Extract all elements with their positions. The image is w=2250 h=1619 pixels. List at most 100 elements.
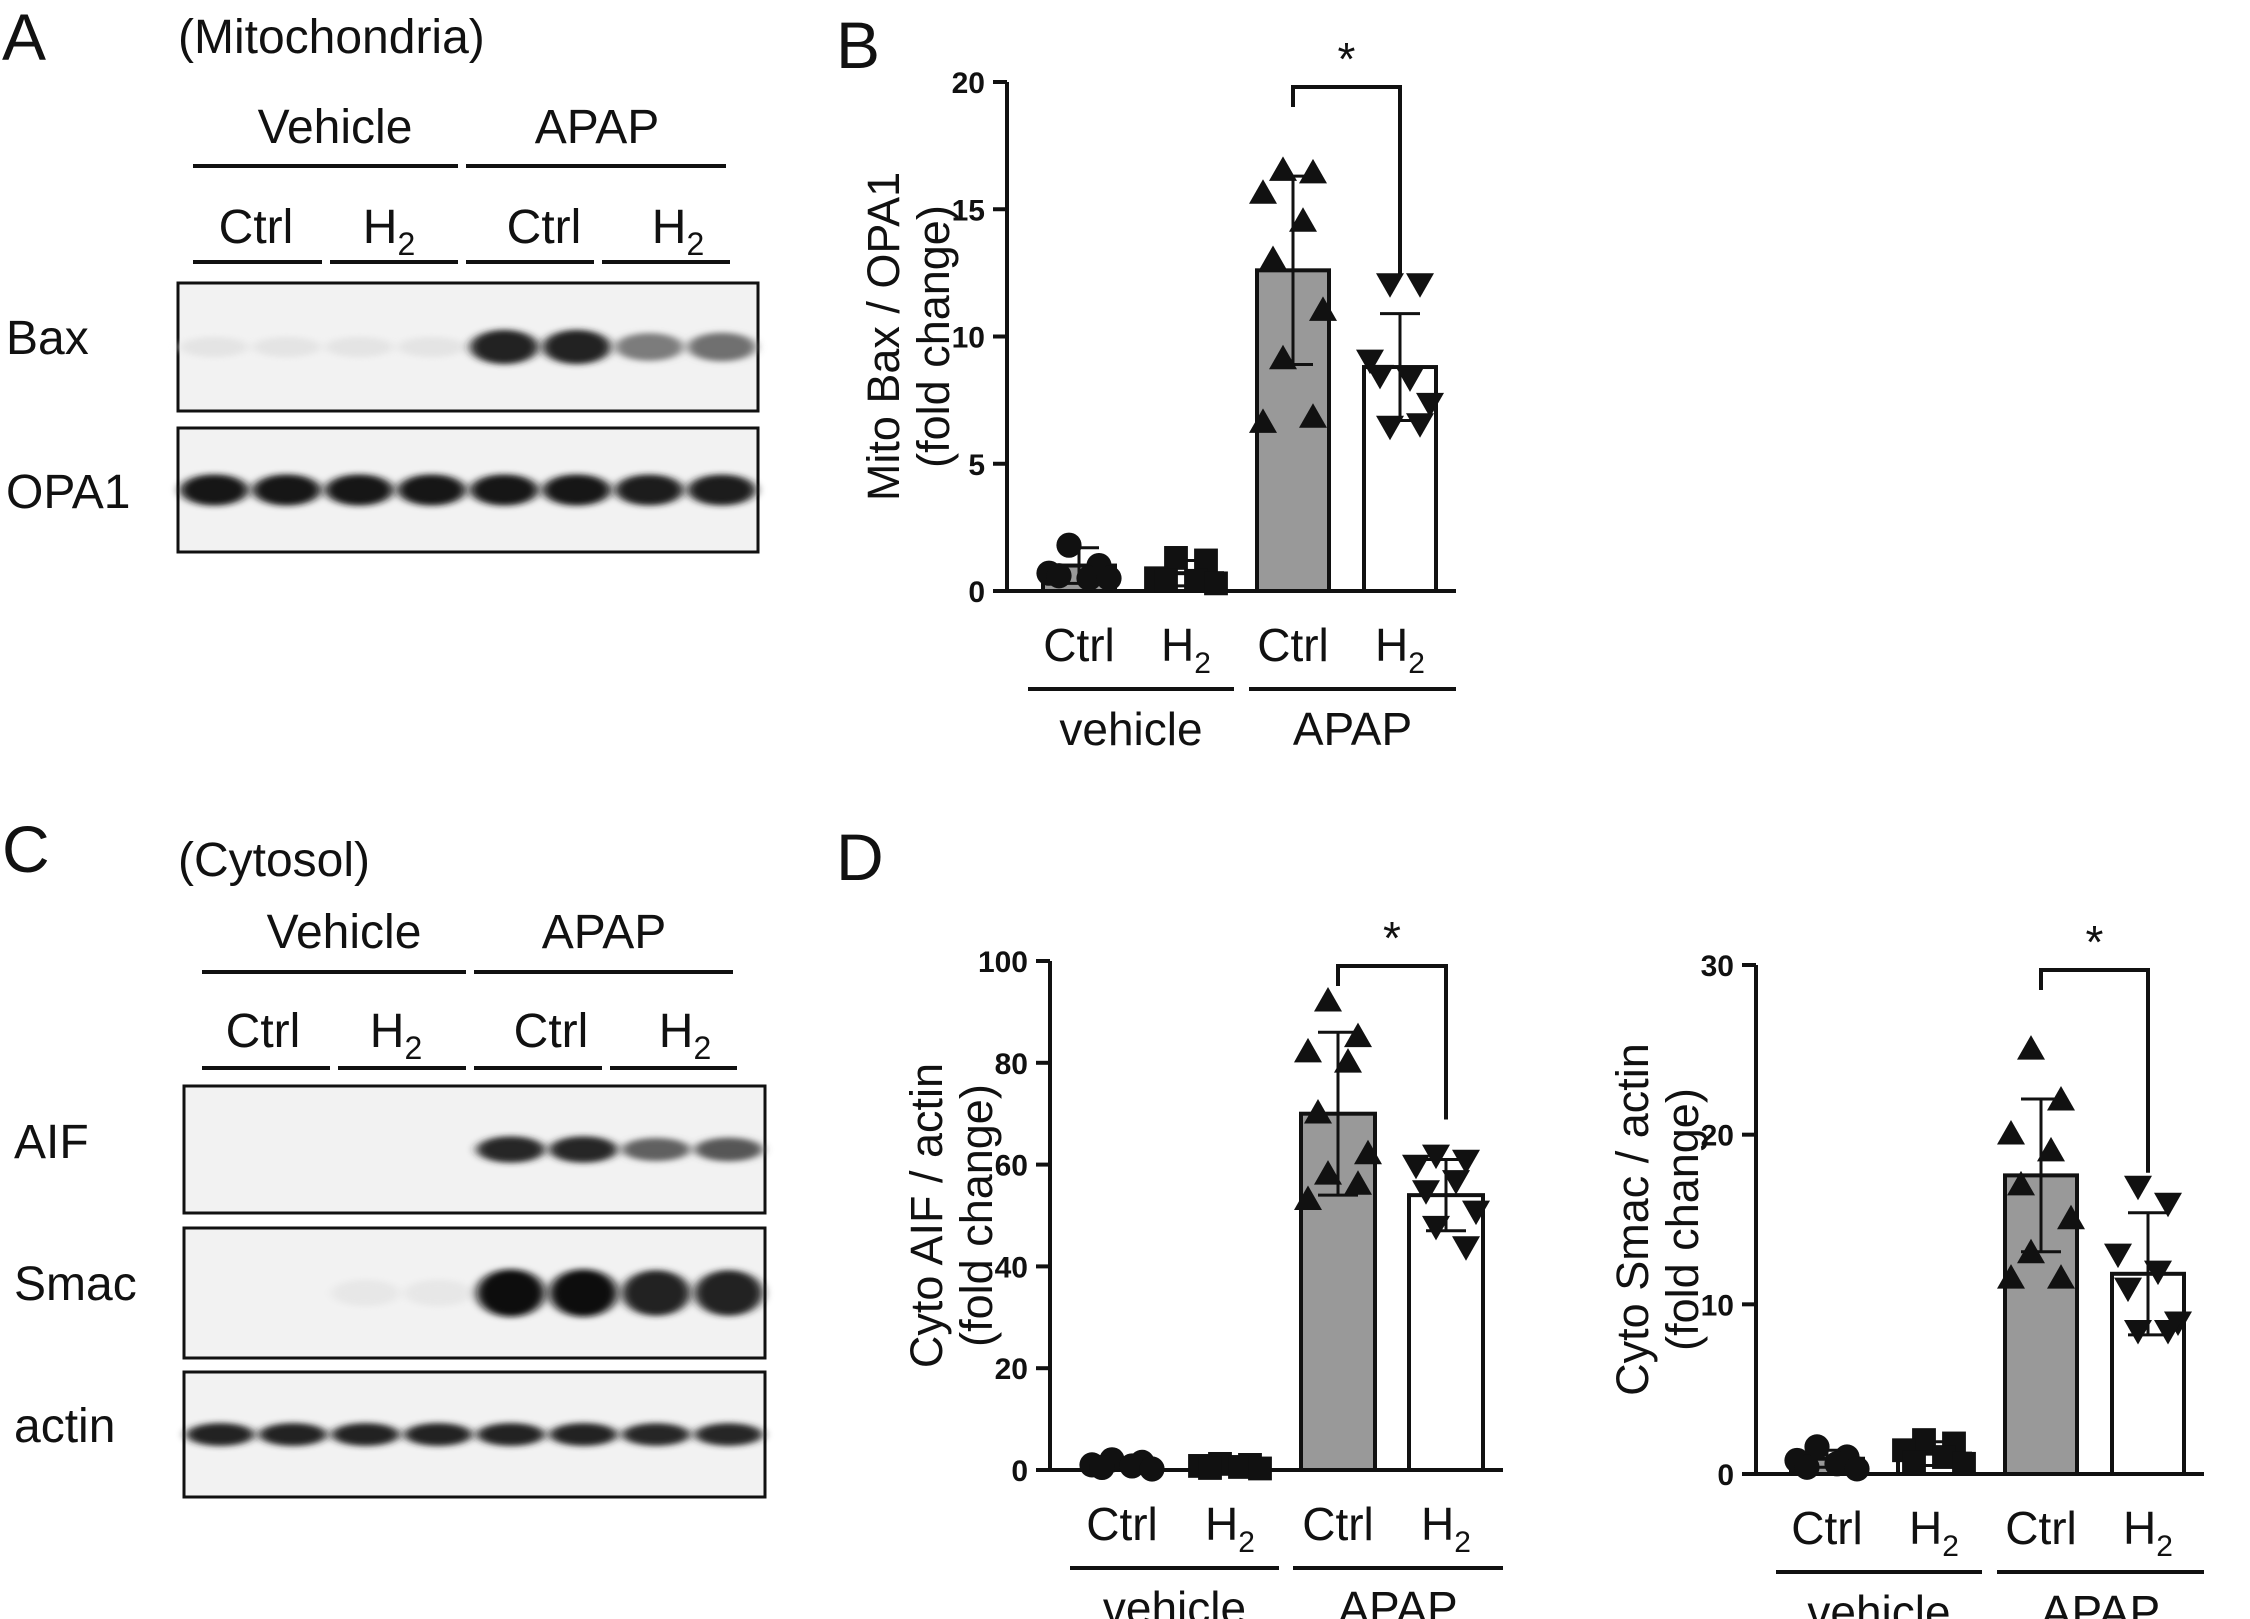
panel-a-band-bax-lane-6	[542, 329, 611, 365]
panel-c-band-smac-lane-3	[331, 1279, 400, 1307]
chart-d-right: 0 10 20 30 Cyto Smac / actin (fold change) Ctr…	[1607, 916, 2204, 1619]
chart-b-x-tick-label-4: H2	[1375, 619, 1425, 680]
panel-b-letter: B	[836, 8, 880, 82]
panel-a: A (Mitochondria) Vehicle APAP Ctrl H2 Ct…	[2, 0, 760, 554]
chart-b-point-2-6	[1204, 571, 1228, 596]
chart-b-point-3-2	[1299, 158, 1327, 184]
panel-a-vehicle-header: Vehicle	[258, 101, 413, 154]
chart-b-y-tick-label: 0	[968, 576, 985, 609]
chart-d-left-y-label-1: Cyto AIF / actin	[901, 1063, 952, 1368]
panel-c-band-smac-lane-8	[694, 1270, 763, 1316]
chart-b-point-1-4	[1076, 565, 1102, 591]
chart-b-group-label-2: APAP	[1293, 703, 1412, 755]
chart-d-left-y-tick-label: 60	[995, 1150, 1028, 1183]
h-letter: H	[370, 1005, 405, 1058]
chart-d-right-point-3-9	[1997, 1264, 2025, 1289]
chart-d-right-point-4-5	[2114, 1277, 2142, 1303]
chart-b-point-3-1	[1269, 156, 1297, 181]
panel-a-lane-h2-apap: H2	[652, 201, 704, 262]
chart-b-point-4-2	[1406, 273, 1434, 298]
chart-d-left-point-4-4	[1442, 1170, 1470, 1195]
chart-d-left-point-4-6	[1462, 1200, 1490, 1226]
chart-d-left-group-label-1: vehicle	[1103, 1582, 1246, 1619]
panel-c-lane-h2-apap: H2	[659, 1005, 711, 1066]
panel-a-band-bax-lane-7	[615, 333, 684, 361]
subscript-2: 2	[1408, 647, 1425, 680]
panel-c-lane-h2-vehicle: H2	[370, 1005, 422, 1066]
chart-b-point-3-9	[1249, 408, 1277, 433]
chart-d-left-point-3-1	[1314, 987, 1342, 1012]
panel-a-lane-h2-vehicle: H2	[363, 201, 415, 262]
chart-d-right-point-1-4	[1824, 1451, 1850, 1477]
h-letter: H	[1161, 619, 1194, 671]
chart-b-point-4-1	[1376, 273, 1404, 298]
panel-c-band-actin-lane-5	[476, 1423, 545, 1446]
chart-d-right-point-2-1	[1912, 1428, 1936, 1452]
panel-a-band-bax-lane-1	[180, 336, 249, 358]
chart-d-right-y-tick-label: 30	[1701, 950, 1734, 983]
panel-a-row-label-bax: Bax	[6, 312, 89, 365]
chart-b-y-tick-label: 15	[952, 194, 985, 227]
chart-b-x-tick-label-3: Ctrl	[1257, 619, 1329, 671]
panel-c-band-aif-lane-8	[694, 1137, 763, 1162]
chart-b-point-4-6	[1416, 392, 1444, 418]
chart-d-right-group-label-1: vehicle	[1807, 1586, 1950, 1619]
chart-d-right-point-3-2	[2047, 1086, 2075, 1111]
chart-b-point-3-5	[1259, 245, 1287, 270]
chart-d-left-point-4-5	[1412, 1180, 1440, 1205]
panel-a-row-label-opa1: OPA1	[6, 466, 131, 519]
panel-c-band-actin-lane-3	[331, 1423, 400, 1446]
panel-c-row-label-aif: AIF	[14, 1116, 89, 1169]
panel-c-row-label-smac: Smac	[14, 1258, 137, 1311]
chart-b-point-3-8	[1299, 403, 1327, 428]
chart-d-left-point-1-6	[1139, 1456, 1165, 1482]
panel-a-band-opa1-lane-8	[687, 474, 756, 506]
chart-b-point-3-3	[1249, 179, 1277, 204]
panel-a-blot	[176, 281, 760, 554]
panel-a-band-opa1-lane-3	[325, 474, 394, 506]
h-letter: H	[652, 201, 687, 254]
panel-c-band-smac-lane-7	[621, 1270, 691, 1316]
panel-c-vehicle-header: Vehicle	[267, 906, 422, 959]
subscript-2: 2	[1194, 647, 1211, 680]
h-letter: H	[1375, 619, 1408, 671]
chart-d-left-y-tick-label: 0	[1011, 1455, 1028, 1488]
chart-b-point-2-1	[1164, 546, 1188, 570]
subscript-2: 2	[1454, 1526, 1471, 1559]
panel-c-band-actin-lane-1	[186, 1423, 255, 1446]
panel-c: C (Cytosol) Vehicle APAP Ctrl H2 Ctrl H2…	[2, 812, 767, 1499]
chart-d-left-point-3-7	[1314, 1160, 1342, 1185]
chart-b-point-1-1	[1056, 532, 1082, 558]
panel-c-title: (Cytosol)	[178, 834, 370, 887]
chart-d-right-point-4-3	[2104, 1243, 2132, 1269]
chart-d-right-point-4-4	[2144, 1260, 2172, 1286]
chart-d-left-significance-star: *	[1383, 912, 1401, 964]
panel-c-band-actin-lane-8	[694, 1423, 763, 1446]
chart-b-y-label-2: (fold change)	[908, 205, 959, 468]
panel-d-letter: D	[836, 820, 884, 894]
chart-d-left-point-3-6	[1354, 1139, 1382, 1165]
chart-d-right-point-4-1	[2124, 1175, 2152, 1201]
chart-d-left-point-3-3	[1294, 1037, 1322, 1063]
chart-b-point-4-4	[1396, 367, 1424, 392]
chart-d-left-point-3-9	[1294, 1185, 1322, 1211]
chart-d-left-x-tick-label-1: Ctrl	[1086, 1498, 1158, 1550]
panel-a-title: (Mitochondria)	[178, 11, 485, 64]
subscript-2: 2	[693, 1030, 711, 1066]
chart-b-x-tick-label-2: H2	[1161, 619, 1211, 680]
chart-d-left-group-label-2: APAP	[1338, 1582, 1457, 1619]
chart-b-group-label-1: vehicle	[1059, 703, 1202, 755]
chart-b-y-tick-label: 20	[952, 67, 985, 100]
chart-d-left-y-tick-label: 40	[995, 1251, 1028, 1284]
panel-c-band-aif-lane-5	[476, 1136, 545, 1163]
panel-a-lane-ctrl-vehicle: Ctrl	[219, 201, 294, 254]
chart-b-point-2-4	[1184, 568, 1208, 593]
chart-d-right-group-label-2: APAP	[2041, 1586, 2160, 1619]
h-letter: H	[363, 201, 398, 254]
panel-c-band-actin-lane-2	[258, 1423, 328, 1446]
chart-d-left-point-2-4	[1228, 1455, 1252, 1479]
chart-d-right-x-tick-label-4: H2	[2123, 1502, 2173, 1563]
panel-a-band-bax-lane-8	[687, 332, 756, 362]
chart-d-left-point-4-1	[1422, 1144, 1450, 1170]
chart-b-point-4-8	[1406, 413, 1434, 438]
